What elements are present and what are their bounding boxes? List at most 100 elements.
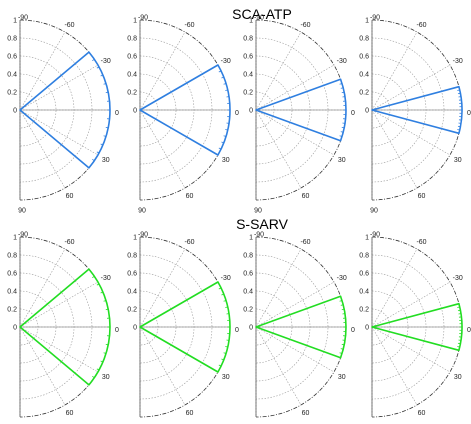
grid-spoke [19, 326, 66, 406]
outer-boundary [19, 19, 111, 201]
angle-tick-label: -60 [416, 22, 426, 29]
angle-tick-label: 60 [66, 193, 74, 200]
grid-ring [19, 37, 93, 183]
angle-tick-label: -30 [101, 275, 111, 282]
data-ripple [218, 287, 222, 290]
grid-spoke [139, 109, 186, 189]
angle-tick-label: -60 [64, 239, 74, 246]
grid-spoke [19, 109, 99, 156]
grid-spoke [371, 64, 451, 111]
grid-spoke [371, 109, 451, 156]
data-ripple [457, 125, 461, 128]
data-ripple [457, 129, 461, 131]
angle-tick-label: 90 [18, 208, 26, 215]
data-ripple [340, 87, 344, 89]
data-ripple [341, 308, 345, 311]
angle-tick-label: -60 [184, 239, 194, 246]
grid-ring [139, 290, 177, 364]
radial-tick-label: 0.6 [7, 54, 17, 61]
outer-boundary [19, 236, 111, 418]
grid-spoke [255, 326, 302, 406]
grid-ring [371, 254, 445, 400]
data-ripple [457, 89, 461, 91]
outer-boundary [255, 19, 347, 201]
angle-tick-label: 60 [302, 410, 310, 417]
angle-tick-label: 60 [418, 410, 426, 417]
radial-tick-label: 1 [365, 18, 369, 25]
grid-spoke [19, 248, 66, 328]
radial-tick-label: 0 [365, 108, 369, 115]
data-ripple [225, 346, 229, 348]
angle-tick-label: 0 [115, 110, 119, 117]
angle-tick-label: -60 [300, 239, 310, 246]
polar-panel-1-1: 0 0.2 0.4 0.6 0.8 1 -90 -60 -30 0 30 60 90 [7, 15, 119, 215]
grid-spoke [371, 109, 418, 189]
radial-tick-label: 0.8 [7, 253, 17, 260]
data-ripple [456, 86, 460, 88]
radial-tick-label: 0 [365, 325, 369, 332]
radial-tick-label: 1 [249, 235, 253, 242]
radial-tick-label: 0.2 [243, 90, 253, 97]
data-ripple [339, 82, 343, 85]
data-ripple [86, 382, 90, 386]
angle-tick-label: -30 [453, 275, 463, 282]
data-ripple [86, 165, 90, 169]
angle-tick-label: 30 [102, 157, 110, 164]
angle-tick-label: 30 [338, 374, 346, 381]
data-ripple [96, 368, 100, 371]
data-ripple [100, 360, 104, 363]
angle-tick-label: 30 [454, 374, 462, 381]
radial-tick-label: 1 [133, 18, 137, 25]
angle-tick-label: 0 [351, 110, 355, 117]
grid-ring [371, 37, 445, 183]
polar-plots: 00.20.40.60.81 -90-60-30030609000.20.40.6… [7, 15, 471, 418]
angle-tick-label: -30 [337, 275, 347, 282]
row-title-sca-atp: SCA-ATP [232, 6, 292, 22]
angle-tick-label: 0 [467, 327, 471, 334]
angle-tick-label: -90 [370, 15, 380, 22]
radial-tick-label: 0.6 [127, 54, 137, 61]
data-ripple [103, 135, 107, 138]
data-ripple [96, 151, 100, 154]
radial-tick-label: 0.8 [7, 36, 17, 43]
angle-tick-label: -60 [416, 239, 426, 246]
data-ripple [339, 135, 343, 138]
angle-tick-label: -60 [184, 22, 194, 29]
angle-tick-label: -90 [18, 232, 28, 239]
data-ripple [457, 346, 461, 348]
data-ripple [218, 70, 222, 73]
outer-boundary [371, 19, 463, 201]
radial-tick-label: 0.2 [127, 90, 137, 97]
grid-spoke [255, 326, 335, 373]
data-ripple [457, 309, 461, 312]
angle-tick-label: 0 [467, 110, 471, 117]
angle-tick-label: 0 [351, 327, 355, 334]
data-ripple [340, 304, 344, 306]
radial-tick-label: 0.6 [359, 54, 369, 61]
radial-tick-label: 0.4 [243, 289, 253, 296]
angle-tick-label: 30 [222, 374, 230, 381]
angle-tick-label: -30 [101, 58, 111, 65]
data-ripple [100, 291, 104, 294]
radial-tick-label: 0 [13, 108, 17, 115]
data-ripple [225, 129, 229, 131]
data-ripple [223, 135, 227, 138]
radial-tick-label: 1 [133, 235, 137, 242]
radial-tick-label: 0.6 [7, 271, 17, 278]
data-ripple [223, 82, 227, 85]
data-ripple [339, 299, 343, 302]
angle-tick-label: -60 [300, 22, 310, 29]
radial-tick-label: 0.4 [243, 72, 253, 79]
angle-tick-label: -90 [254, 15, 264, 22]
grid-spoke [255, 281, 335, 328]
data-ripple [103, 82, 107, 85]
radial-tick-label: 0 [249, 325, 253, 332]
outer-boundary [139, 19, 231, 201]
data-ripple [341, 91, 345, 94]
grid-ring [19, 254, 93, 400]
angle-tick-label: 60 [186, 193, 194, 200]
radial-tick-label: 0 [133, 108, 137, 115]
